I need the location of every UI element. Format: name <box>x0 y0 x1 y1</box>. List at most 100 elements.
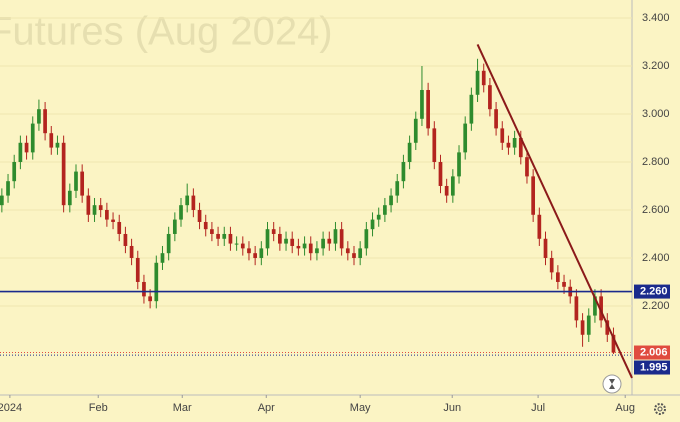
candle-body <box>494 109 498 129</box>
hourglass-icon <box>609 379 615 389</box>
candle-body <box>92 205 97 215</box>
candle-body <box>37 109 41 124</box>
level-label: 1.995 <box>640 361 668 373</box>
candle-body <box>129 245 134 258</box>
candle-body <box>271 229 276 234</box>
candle-body <box>512 137 517 148</box>
candle-body <box>290 238 295 246</box>
candle-body <box>457 152 461 177</box>
x-tick-label: Apr <box>258 402 275 414</box>
candle-body <box>370 219 375 230</box>
settings-button[interactable] <box>654 403 666 415</box>
candle-body <box>166 233 171 254</box>
candle-body <box>61 142 66 206</box>
watermark: Futures (Aug 2024) <box>0 10 333 54</box>
candle-body <box>111 219 115 222</box>
candle-body <box>556 272 560 282</box>
y-tick-label: 3.400 <box>642 12 670 24</box>
candle-body <box>6 181 10 196</box>
candle-body <box>234 243 239 245</box>
candle-body <box>450 176 455 196</box>
candle-body <box>574 296 579 321</box>
candle-body <box>383 205 387 215</box>
candle-body <box>407 142 412 162</box>
candle-body <box>401 161 406 182</box>
level-label: 2.006 <box>640 346 668 358</box>
candle-body <box>43 109 47 134</box>
candle-body <box>389 195 393 206</box>
candle-body <box>432 128 437 162</box>
candle-body <box>339 229 344 249</box>
candle-body <box>352 253 356 258</box>
candle-body <box>376 214 381 220</box>
candle-body <box>265 229 270 249</box>
candle-body <box>222 233 227 239</box>
y-tick-label: 2.200 <box>642 300 670 312</box>
candle-body <box>0 195 4 206</box>
x-tick-label: Jul <box>531 402 545 414</box>
candle-body <box>135 257 140 282</box>
gear-center <box>657 406 663 412</box>
candle-body <box>302 243 307 249</box>
x-tick-label: May <box>350 402 371 414</box>
candle-body <box>506 142 511 148</box>
hourglass-button[interactable] <box>602 374 622 394</box>
candle-body <box>24 142 29 153</box>
y-tick-label: 3.000 <box>642 108 670 120</box>
candle-body <box>525 157 529 177</box>
x-tick-label: 2024 <box>0 402 22 414</box>
candle-body <box>228 233 233 244</box>
y-tick-label: 2.400 <box>642 252 670 264</box>
candle-body <box>413 118 418 143</box>
candle-body <box>105 209 109 220</box>
gear-icon <box>654 403 666 415</box>
candle-body <box>518 137 523 158</box>
candle-body <box>148 296 152 302</box>
candle-body <box>197 209 202 222</box>
candle-body <box>49 133 54 148</box>
candle-body <box>438 161 443 186</box>
candle-body <box>98 205 103 210</box>
candle-body <box>481 70 486 86</box>
x-tick-label: Feb <box>89 402 108 414</box>
x-tick-label: Mar <box>173 402 192 414</box>
candle-body <box>74 171 78 191</box>
candle-body <box>172 219 177 234</box>
candle-body <box>469 94 474 124</box>
candle-body <box>444 185 449 196</box>
candle-body <box>593 296 597 316</box>
candle-body <box>179 205 183 220</box>
level-label-box <box>634 345 670 360</box>
candle-body <box>475 70 480 95</box>
candle-body <box>160 253 165 263</box>
candle-body <box>216 233 220 239</box>
candle-body <box>247 248 251 254</box>
candle-body <box>580 320 585 335</box>
candle-body <box>315 248 319 254</box>
candle-body <box>30 123 35 153</box>
candle-body <box>395 181 400 196</box>
candle-body <box>67 190 72 206</box>
candle-body <box>203 221 208 230</box>
candle-body <box>364 229 369 249</box>
y-tick-label: 2.600 <box>642 204 670 216</box>
candle-body <box>80 171 85 196</box>
candle-body <box>599 296 603 321</box>
candle-body <box>426 89 430 129</box>
level-label-box <box>634 284 670 299</box>
candle-body <box>586 315 591 335</box>
y-tick-label: 3.200 <box>642 60 670 72</box>
candle-body <box>321 238 325 249</box>
candle-body <box>191 195 196 210</box>
x-tick-label: Aug <box>615 402 635 414</box>
candle-body <box>500 128 505 143</box>
candle-body <box>611 334 616 353</box>
candle-body <box>308 243 313 254</box>
candle-body <box>185 195 190 206</box>
candle-body <box>488 85 492 110</box>
candle-body <box>117 221 122 234</box>
candle-body <box>142 281 146 297</box>
candle-body <box>284 238 288 244</box>
